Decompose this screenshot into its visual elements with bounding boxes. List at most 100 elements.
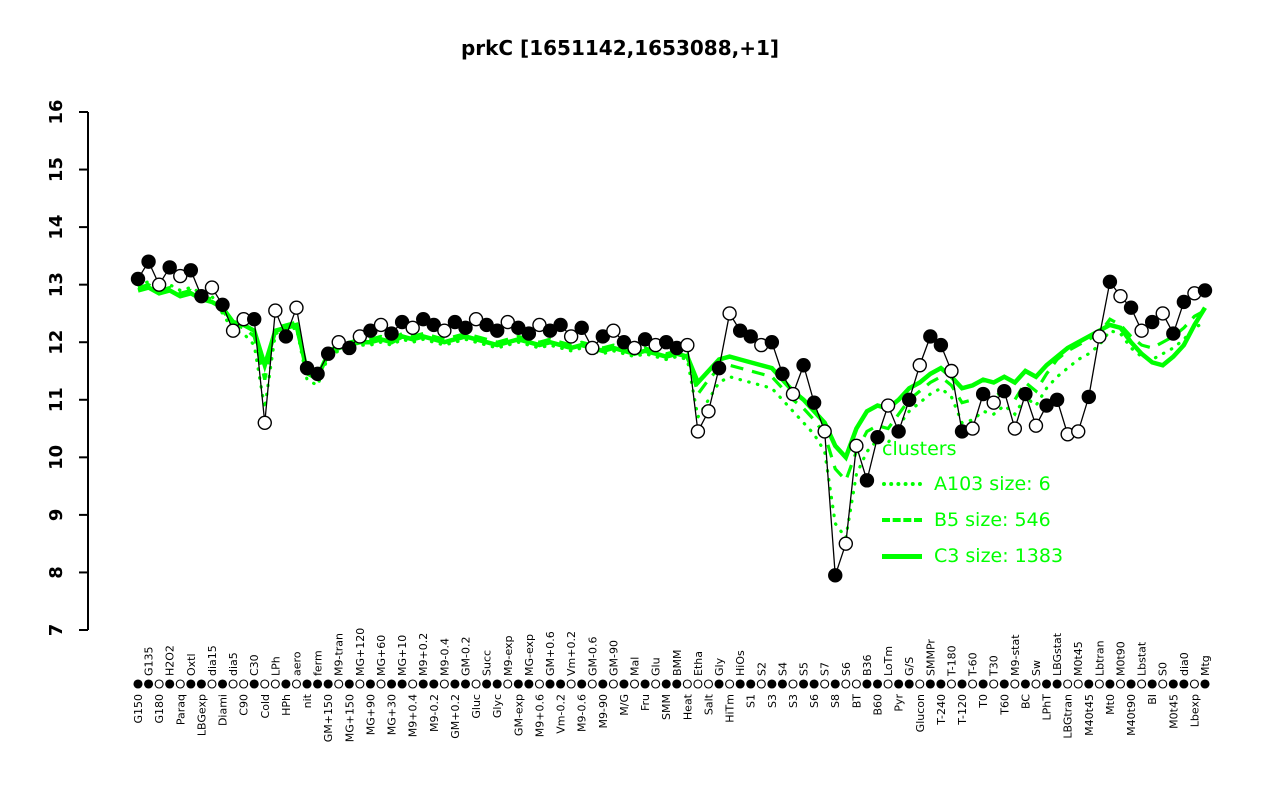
x-axis-marker [545, 679, 555, 689]
data-point [1092, 329, 1107, 344]
x-axis-marker [207, 679, 217, 689]
x-axis-label: M9-exp [502, 635, 515, 676]
x-axis-label: S3 [787, 694, 800, 708]
x-axis-label: M40t90 [1125, 694, 1138, 736]
x-axis-marker [651, 679, 661, 689]
x-axis-marker [429, 679, 439, 689]
x-axis-label: S5 [798, 662, 811, 676]
x-axis-marker [450, 679, 460, 689]
x-axis-marker [989, 679, 999, 689]
y-axis-tick-label: 11 [46, 387, 67, 412]
data-point [849, 438, 864, 454]
data-point [278, 329, 294, 344]
data-point [320, 346, 336, 361]
data-point [870, 429, 885, 445]
x-axis-marker [1063, 679, 1073, 689]
data-point [997, 383, 1012, 399]
x-axis-marker [513, 679, 523, 689]
data-point [342, 340, 357, 356]
data-point [489, 323, 505, 338]
x-axis-marker [365, 679, 375, 689]
data-point [838, 536, 854, 551]
x-axis-label: S2 [755, 662, 768, 676]
x-axis-label: T-60 [967, 652, 980, 677]
x-axis-marker [154, 679, 164, 689]
dashed-line-swatch [882, 518, 922, 522]
x-axis-marker [767, 679, 777, 689]
legend-entry-c3: C3 size: 1383 [882, 545, 1063, 567]
x-axis-marker [714, 679, 724, 689]
data-point [859, 473, 875, 488]
x-axis-marker [946, 679, 957, 689]
x-axis-marker [1137, 679, 1147, 689]
data-point [743, 329, 758, 344]
x-axis-label: LBGexp [195, 694, 208, 736]
data-point [373, 317, 389, 333]
x-axis-label: M40t45 [1083, 694, 1096, 736]
x-axis-label: GM+150 [322, 694, 335, 742]
x-axis-label: MG-exp [523, 634, 536, 676]
x-axis-label: G135 [143, 646, 156, 676]
data-point [912, 358, 927, 373]
x-axis-label: ferm [312, 650, 325, 676]
y-axis-tick-label: 16 [46, 99, 67, 124]
x-axis-marker [999, 679, 1009, 689]
x-axis-marker [355, 679, 365, 689]
x-axis-label: M0t90 [1114, 641, 1127, 676]
x-axis-marker [703, 679, 714, 689]
x-axis-label: MG+90 [364, 694, 377, 735]
x-axis-marker [175, 679, 185, 689]
x-axis-label: G150 [132, 694, 145, 724]
data-point [437, 323, 452, 338]
x-axis-label: Lbexp [1188, 694, 1201, 727]
x-axis-marker [1031, 679, 1041, 689]
data-point [1176, 294, 1192, 310]
x-axis-marker [904, 679, 914, 689]
data-point [310, 366, 325, 382]
x-axis-label: aero [290, 651, 303, 676]
x-axis-marker [968, 679, 978, 689]
x-axis-marker [841, 679, 851, 689]
x-axis-marker [598, 679, 608, 689]
x-axis-marker [186, 679, 196, 689]
x-axis-marker [915, 679, 925, 689]
x-axis-marker [556, 679, 566, 689]
x-axis-marker [1010, 679, 1020, 689]
x-axis-marker [1041, 679, 1052, 689]
y-axis-tick-label: 14 [46, 215, 67, 240]
y-axis-tick-label: 9 [46, 509, 67, 522]
data-point [880, 398, 896, 413]
x-axis-label: HPh [280, 694, 293, 716]
x-axis-label: M9+0.2 [417, 633, 430, 676]
y-axis-tick-label: 8 [46, 566, 67, 579]
x-axis-marker [1094, 679, 1104, 689]
data-point [764, 335, 780, 350]
x-axis-marker [1179, 679, 1189, 689]
x-axis-marker [894, 679, 904, 689]
x-axis-label: T0 [977, 694, 990, 709]
data-point [775, 366, 790, 382]
x-axis-marker [1073, 679, 1083, 689]
data-point [1081, 389, 1096, 405]
x-axis-marker [640, 679, 650, 689]
x-axis-label: LBGtran [1062, 694, 1075, 739]
data-point [944, 363, 959, 379]
x-axis-marker [228, 679, 238, 689]
x-axis-marker [471, 679, 481, 689]
x-axis-label: HiOs [734, 650, 747, 676]
x-axis-label: S4 [776, 662, 789, 676]
x-axis-marker [799, 679, 809, 689]
data-point [215, 297, 230, 313]
legend-entry-a103: A103 size: 6 [882, 473, 1063, 495]
x-axis-label: C90 [238, 694, 251, 716]
data-point [563, 329, 579, 344]
x-axis-label: C30 [248, 654, 261, 676]
x-axis-label: Oxtl [185, 653, 198, 676]
x-axis-marker [820, 679, 830, 689]
y-axis-tick-label: 7 [46, 624, 67, 637]
x-axis-marker [809, 679, 819, 689]
x-axis-marker [503, 679, 513, 689]
x-axis-label: MG+120 [354, 628, 367, 676]
x-axis-label: BI [1146, 694, 1159, 705]
